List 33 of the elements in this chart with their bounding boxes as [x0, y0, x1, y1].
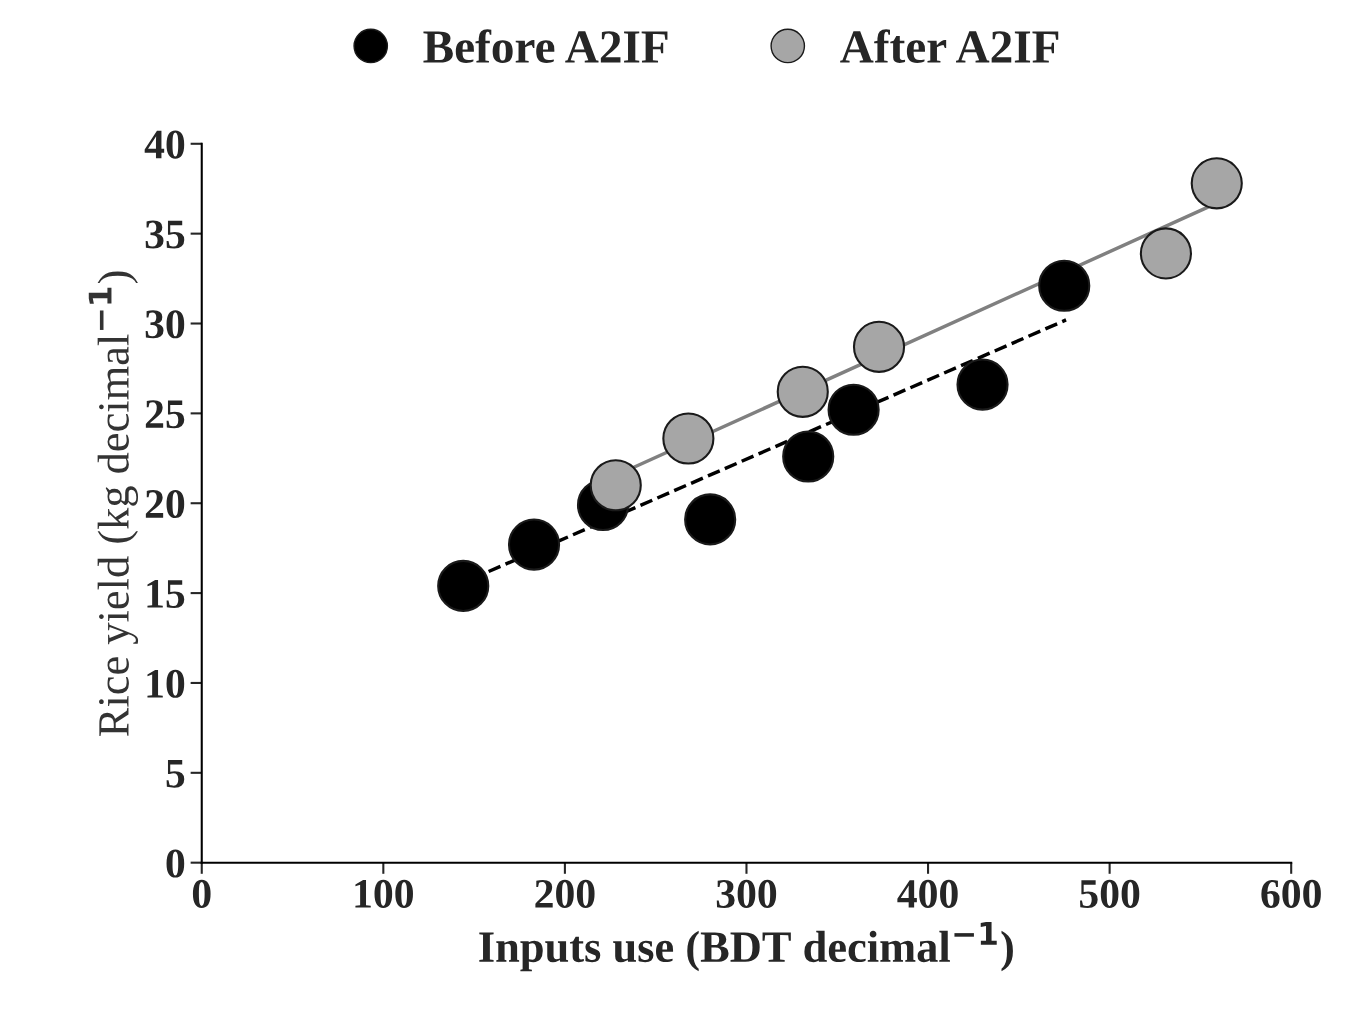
- y-tick-label: 0: [166, 849, 185, 878]
- x-tick-label: 0: [192, 879, 211, 908]
- x-tick-label: 100: [355, 879, 413, 908]
- point: [1139, 227, 1192, 280]
- legend-label: After A2IF: [840, 29, 1059, 63]
- point: [827, 383, 880, 436]
- y-tick-label: 5: [166, 759, 185, 788]
- legend-label: Before A2IF: [423, 29, 668, 63]
- x-axis-title: Inputs use (BDT decimal$^{−1}$): [479, 921, 1013, 972]
- point: [589, 459, 642, 512]
- y-axis-title: Rice yield (kg decimal$^{−1}$): [88, 271, 139, 736]
- point: [684, 493, 737, 546]
- point: [956, 358, 1009, 411]
- point: [437, 559, 490, 612]
- x-tick-label: 300: [716, 879, 777, 908]
- y-tick-label: 20: [145, 489, 185, 519]
- x-tick-label: 200: [535, 879, 595, 908]
- point: [507, 518, 561, 571]
- y-tick-label: 40: [144, 130, 185, 159]
- y-tick-label: 35: [145, 220, 185, 249]
- point: [1190, 157, 1243, 210]
- point: [782, 430, 835, 483]
- y-tick-label: 15: [147, 580, 185, 608]
- x-tick-label: 600: [1261, 879, 1321, 908]
- point: [662, 412, 715, 465]
- x-tick-label: 400: [897, 879, 958, 908]
- point: [1038, 259, 1091, 312]
- y-tick-label: 25: [145, 400, 185, 429]
- y-tick-label: 30: [145, 310, 185, 339]
- y-tick-label: 10: [147, 669, 185, 698]
- x-tick-label: 500: [1080, 879, 1140, 908]
- point: [776, 365, 829, 418]
- point: [852, 320, 906, 373]
